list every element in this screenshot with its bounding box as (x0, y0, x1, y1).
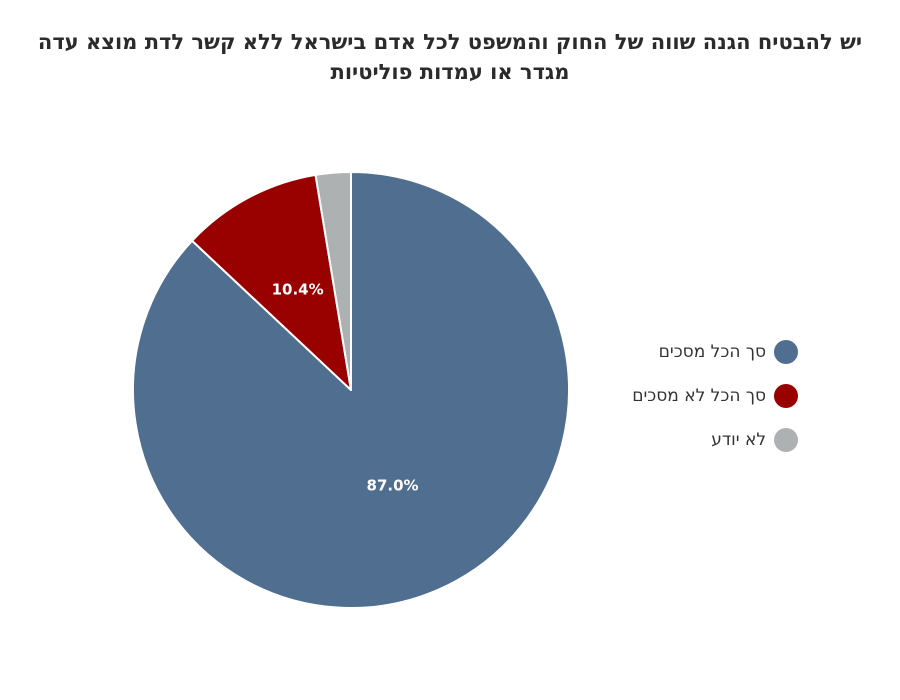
legend-item-disagree[interactable]: סך הכל לא מסכים (632, 374, 798, 418)
data-label-disagree: 10.4% (272, 280, 324, 298)
legend-item-agree[interactable]: סך הכל מסכים (632, 330, 798, 374)
chart-legend: סך הכל מסכים סך הכל לא מסכים לא יודע (632, 330, 798, 462)
legend-label-disagree: סך הכל לא מסכים (632, 386, 766, 406)
chart-title-line-1: יש להבטיח הגנה שווה של החוק והמשפט לכל א… (37, 30, 863, 54)
chart-title-line-2: מגדר או עמדות פוליטיות (330, 60, 570, 84)
legend-label-agree: סך הכל מסכים (658, 342, 766, 362)
legend-swatch-agree (774, 340, 798, 364)
legend-swatch-disagree (774, 384, 798, 408)
data-label-agree: 87.0% (367, 477, 419, 495)
pie-slice-dont-know[interactable] (314, 171, 352, 391)
pie-slice-disagree[interactable] (191, 173, 352, 391)
legend-label-dont-know: לא יודע (711, 430, 766, 450)
pie-data-labels: 87.0% 10.4% (272, 280, 419, 494)
legend-swatch-dont-know (774, 428, 798, 452)
legend-item-dont-know[interactable]: לא יודע (632, 418, 798, 462)
pie-slices (132, 171, 570, 609)
